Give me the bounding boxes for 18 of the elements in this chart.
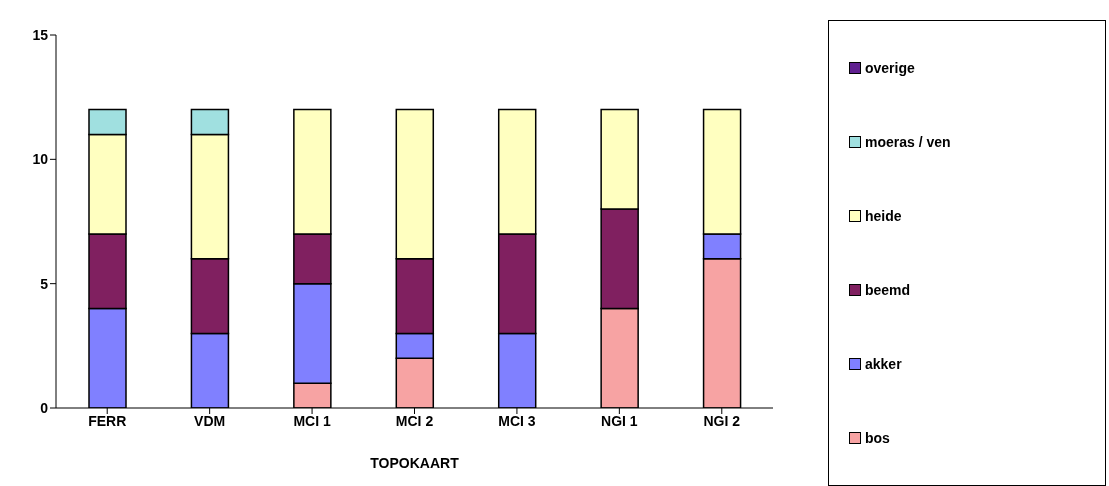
legend-label: akker <box>865 356 902 372</box>
x-axis-title: TOPOKAART <box>370 455 460 471</box>
x-tick-label: VDM <box>194 412 226 429</box>
legend-label: bos <box>865 430 890 446</box>
legend-label: overige <box>865 60 915 76</box>
x-tick-label: NGI 1 <box>601 412 638 429</box>
legend-label: heide <box>865 208 902 224</box>
x-tick-label: FERR <box>88 412 127 429</box>
x-tick-label: MCI 1 <box>293 412 331 429</box>
y-tick-label: 0 <box>40 399 49 416</box>
legend-label: beemd <box>865 282 911 298</box>
x-tick-label: MCI 2 <box>395 412 434 429</box>
y-tick-label: 15 <box>32 26 49 43</box>
y-tick-label: 5 <box>40 275 49 292</box>
y-tick-label: 10 <box>32 151 49 168</box>
x-tick-label: MCI 3 <box>498 412 536 429</box>
x-tick-label: NGI 2 <box>703 412 741 429</box>
legend-label: moeras / ven <box>865 134 951 150</box>
